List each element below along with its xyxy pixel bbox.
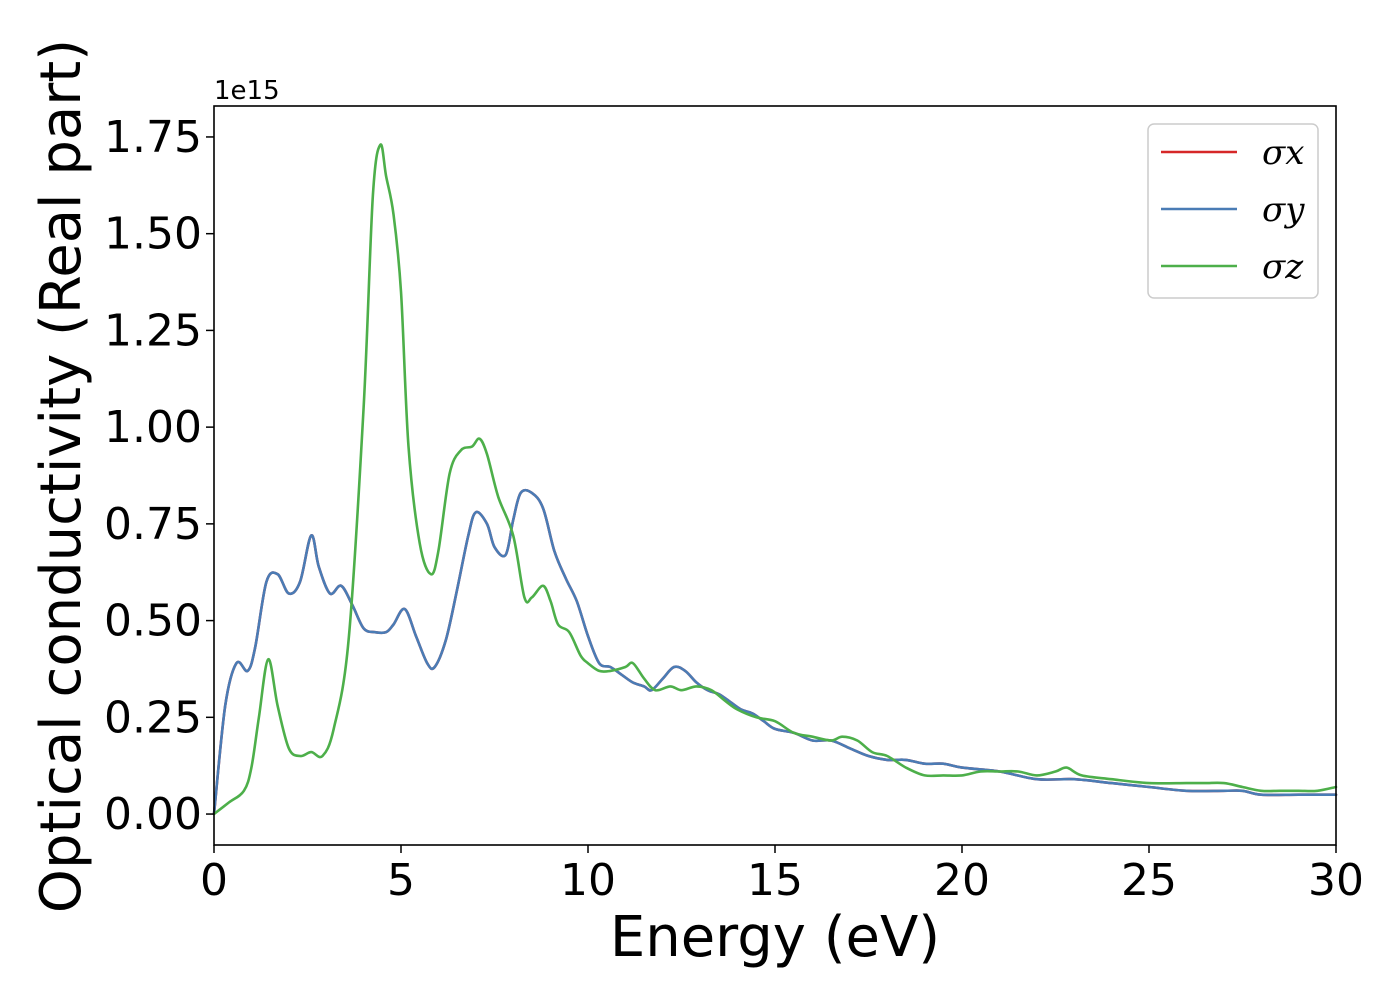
x-axis-ticks: 0 5 10 15 20 25 30 — [200, 845, 1364, 906]
y-tick-label: 1.75 — [104, 112, 202, 163]
x-tick-label: 25 — [1121, 855, 1177, 906]
legend-label: σy — [1262, 190, 1305, 230]
y-axis-title: Optical conductivity (Real part) — [29, 39, 94, 913]
y-tick-label: 0.25 — [104, 692, 202, 743]
x-tick-label: 5 — [387, 855, 415, 906]
x-tick-label: 0 — [200, 855, 228, 906]
y-axis-ticks: 0.00 0.25 0.50 0.75 1.00 1.25 1.50 1.75 — [104, 112, 214, 840]
legend-label: σz — [1262, 247, 1304, 287]
series-line-sigma-x — [212, 488, 1338, 816]
y-tick-label: 1.00 — [104, 402, 202, 453]
y-tick-label: 1.25 — [104, 305, 202, 356]
series-line-sigma-y — [212, 488, 1338, 816]
legend: σx σy σz — [1147, 123, 1319, 299]
x-tick-label: 15 — [747, 855, 803, 906]
x-tick-label: 10 — [560, 855, 616, 906]
x-tick-label: 30 — [1308, 855, 1364, 906]
y-tick-label: 0.00 — [104, 789, 202, 840]
x-axis-title: Energy (eV) — [610, 905, 940, 970]
series-layer — [212, 143, 1338, 816]
y-axis-offset-text: 1e15 — [214, 76, 280, 106]
series-line-sigma-z — [212, 143, 1338, 816]
y-tick-label: 0.50 — [104, 596, 202, 647]
x-tick-label: 20 — [934, 855, 990, 906]
y-tick-label: 1.50 — [104, 209, 202, 260]
legend-box — [1147, 123, 1319, 299]
y-tick-label: 0.75 — [104, 499, 202, 550]
legend-label: σx — [1262, 133, 1304, 173]
